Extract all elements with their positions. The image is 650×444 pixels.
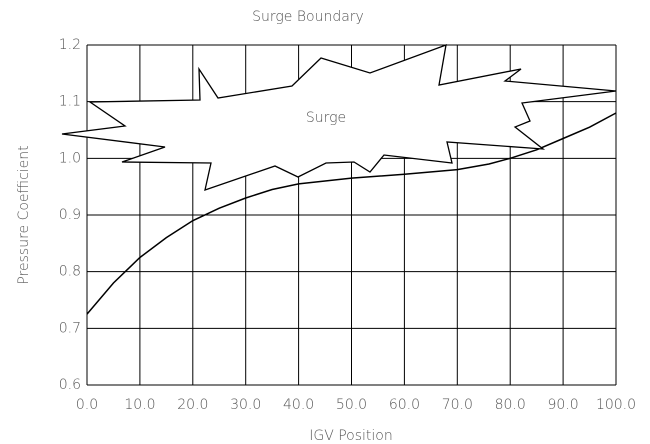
annotation: Surge xyxy=(306,110,346,126)
y-tick-label: 0.7 xyxy=(59,320,81,336)
x-tick-label: 40.0 xyxy=(283,397,314,413)
x-tick-label: 50.0 xyxy=(336,397,367,413)
y-tick-label: 1.2 xyxy=(59,37,81,53)
x-tick-label: 30.0 xyxy=(230,397,261,413)
y-tick-label: 0.8 xyxy=(59,264,81,280)
x-tick-label: 20.0 xyxy=(177,397,208,413)
x-tick-label: 80.0 xyxy=(495,397,526,413)
surge-region xyxy=(61,43,617,191)
x-tick-label: 100.0 xyxy=(596,397,636,413)
y-tick-label: 1.0 xyxy=(59,150,81,166)
chart-title: Surge Boundary xyxy=(252,9,364,25)
x-tick-label: 10.0 xyxy=(124,397,155,413)
y-tick-label: 0.6 xyxy=(59,377,81,393)
x-tick-label: 60.0 xyxy=(389,397,420,413)
x-tick-label: 90.0 xyxy=(548,397,579,413)
x-tick-label: 0.0 xyxy=(76,397,98,413)
y-tick-label: 0.9 xyxy=(59,207,81,223)
x-tick-label: 70.0 xyxy=(442,397,473,413)
x-axis-label: IGV Position xyxy=(309,428,393,444)
y-axis-label: Pressure Coefficient xyxy=(16,145,32,284)
y-tick-label: 1.1 xyxy=(59,94,81,110)
